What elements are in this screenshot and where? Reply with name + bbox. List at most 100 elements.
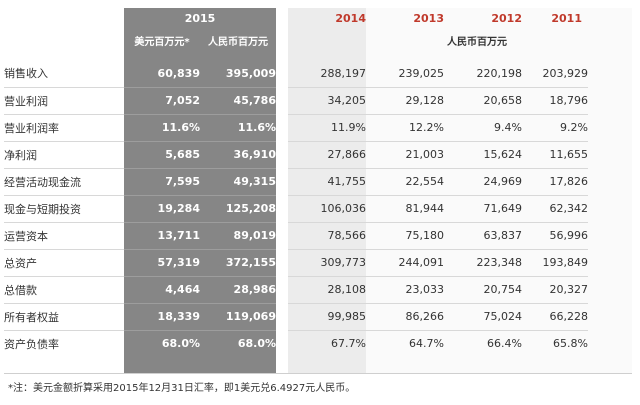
year-2013-header: 2013 <box>413 11 444 25</box>
value-2011: 17,826 <box>522 167 588 195</box>
gap <box>276 60 288 87</box>
value-2013: 81,944 <box>366 194 444 222</box>
value-2013: 86,266 <box>366 302 444 330</box>
value-2012: 9.4% <box>444 113 522 141</box>
value-2012: 66.4% <box>444 329 522 357</box>
value-2011: 20,327 <box>522 275 588 303</box>
value-2015-rmb: 36,910 <box>200 140 276 168</box>
row-label: 总资产 <box>4 248 124 276</box>
value-2015-usd: 60,839 <box>157 66 200 80</box>
value-2015-rmb: 45,786 <box>200 86 276 114</box>
year-header-row: 2015 2014 2013 2012 2011 <box>4 8 588 28</box>
value-2015-rmb: 372,155 <box>200 248 276 276</box>
value-2015-rmb: 11.6% <box>200 113 276 141</box>
value-2014: 28,108 <box>288 275 366 303</box>
value-2014: 106,036 <box>288 194 366 222</box>
year-2015-header: 2015 <box>184 11 216 25</box>
value-2015-usd: 4,464 <box>124 275 200 303</box>
value-2011: 193,849 <box>522 248 588 276</box>
value-2014: 309,773 <box>288 248 366 276</box>
year-2014-header: 2014 <box>335 11 366 25</box>
footnote-divider <box>4 373 632 374</box>
gap <box>276 114 288 141</box>
value-2013: 64.7% <box>366 329 444 357</box>
value-2014: 27,866 <box>288 140 366 168</box>
value-2012: 71,649 <box>444 194 522 222</box>
value-2015-usd: 7,595 <box>124 167 200 195</box>
gap <box>276 168 288 195</box>
value-2011: 65.8% <box>522 329 588 357</box>
gap <box>276 195 288 222</box>
value-2012: 20,754 <box>444 275 522 303</box>
row-label: 净利润 <box>4 140 124 168</box>
value-2015-usd: 68.0% <box>124 329 200 357</box>
value-2015-usd: 13,711 <box>124 221 200 249</box>
value-2013: 22,554 <box>366 167 444 195</box>
value-2015-usd: 7,052 <box>124 86 200 114</box>
table-body: 销售收入 60,839 395,009 288,197 239,025 220,198 20… <box>4 60 588 357</box>
value-2015-rmb: 125,208 <box>200 194 276 222</box>
table-row: 资产负债率 68.0% 68.0% 67.7% 64.7% 66.4% 65.8% <box>4 329 588 357</box>
row-label: 营业利润率 <box>4 113 124 141</box>
value-2015-rmb: 68.0% <box>200 329 276 357</box>
value-2011: 18,796 <box>522 86 588 114</box>
row-label: 资产负债率 <box>4 329 124 357</box>
value-2014: 67.7% <box>288 329 366 357</box>
footnote: *注：美元金额折算采用2015年12月31日汇率，即1美元兑6.4927元人民币… <box>8 383 356 394</box>
gap <box>276 141 288 168</box>
value-2015-rmb: 89,019 <box>200 221 276 249</box>
row-label: 经营活动现金流 <box>4 167 124 195</box>
table-row: 营业利润率 11.6% 11.6% 11.9% 12.2% 9.4% 9.2% <box>4 113 588 141</box>
unit-rmb-header: 人民币百万元 <box>208 36 268 48</box>
value-2014: 78,566 <box>288 221 366 249</box>
value-2014: 288,197 <box>320 66 367 80</box>
value-2012: 223,348 <box>444 248 522 276</box>
table-row: 营业利润 7,052 45,786 34,205 29,128 20,658 18,796 <box>4 86 588 114</box>
value-2011: 9.2% <box>522 113 588 141</box>
value-2011: 56,996 <box>522 221 588 249</box>
value-2015-rmb: 119,069 <box>200 302 276 330</box>
value-2015-usd: 57,319 <box>124 248 200 276</box>
value-2012: 24,969 <box>444 167 522 195</box>
table-row: 运营资本 13,711 89,019 78,566 75,180 63,837 56,996 <box>4 221 588 249</box>
table-row: 经营活动现金流 7,595 49,315 41,755 22,554 24,969 17,8… <box>4 167 588 195</box>
row-label: 总借款 <box>4 275 124 303</box>
value-2011: 66,228 <box>522 302 588 330</box>
unit-rmb-prior-header: 人民币百万元 <box>447 36 507 48</box>
unit-header-row: 美元百万元* 人民币百万元 人民币百万元 <box>4 28 588 52</box>
value-2014: 41,755 <box>288 167 366 195</box>
table-row: 总资产 57,319 372,155 309,773 244,091 223,348 193… <box>4 248 588 276</box>
value-2015-rmb: 28,986 <box>200 275 276 303</box>
gap <box>276 303 288 330</box>
year-2011-header: 2011 <box>551 11 582 25</box>
gap <box>276 276 288 303</box>
row-label: 现金与短期投资 <box>4 194 124 222</box>
gap <box>276 249 288 276</box>
value-2012: 75,024 <box>444 302 522 330</box>
value-2015-usd: 18,339 <box>124 302 200 330</box>
value-2013: 21,003 <box>366 140 444 168</box>
value-2014: 99,985 <box>288 302 366 330</box>
unit-usd-header: 美元百万元* <box>134 36 190 48</box>
value-2015-usd: 5,685 <box>124 140 200 168</box>
value-2012: 20,658 <box>444 86 522 114</box>
value-2011: 11,655 <box>522 140 588 168</box>
value-2013: 12.2% <box>366 113 444 141</box>
value-2012: 15,624 <box>444 140 522 168</box>
value-2013: 244,091 <box>366 248 444 276</box>
value-2015-rmb: 395,009 <box>225 66 276 80</box>
value-2015-rmb: 49,315 <box>200 167 276 195</box>
value-2014: 11.9% <box>288 113 366 141</box>
row-label: 所有者权益 <box>4 302 124 330</box>
value-2011: 62,342 <box>522 194 588 222</box>
value-2014: 34,205 <box>288 86 366 114</box>
table-row: 净利润 5,685 36,910 27,866 21,003 15,624 11,655 <box>4 140 588 168</box>
row-label: 销售收入 <box>4 67 48 81</box>
table-row: 销售收入 60,839 395,009 288,197 239,025 220,198 20… <box>4 60 588 87</box>
value-2013: 239,025 <box>398 66 445 80</box>
gap <box>276 87 288 114</box>
value-2013: 23,033 <box>366 275 444 303</box>
value-2015-usd: 19,284 <box>124 194 200 222</box>
gap <box>276 222 288 249</box>
